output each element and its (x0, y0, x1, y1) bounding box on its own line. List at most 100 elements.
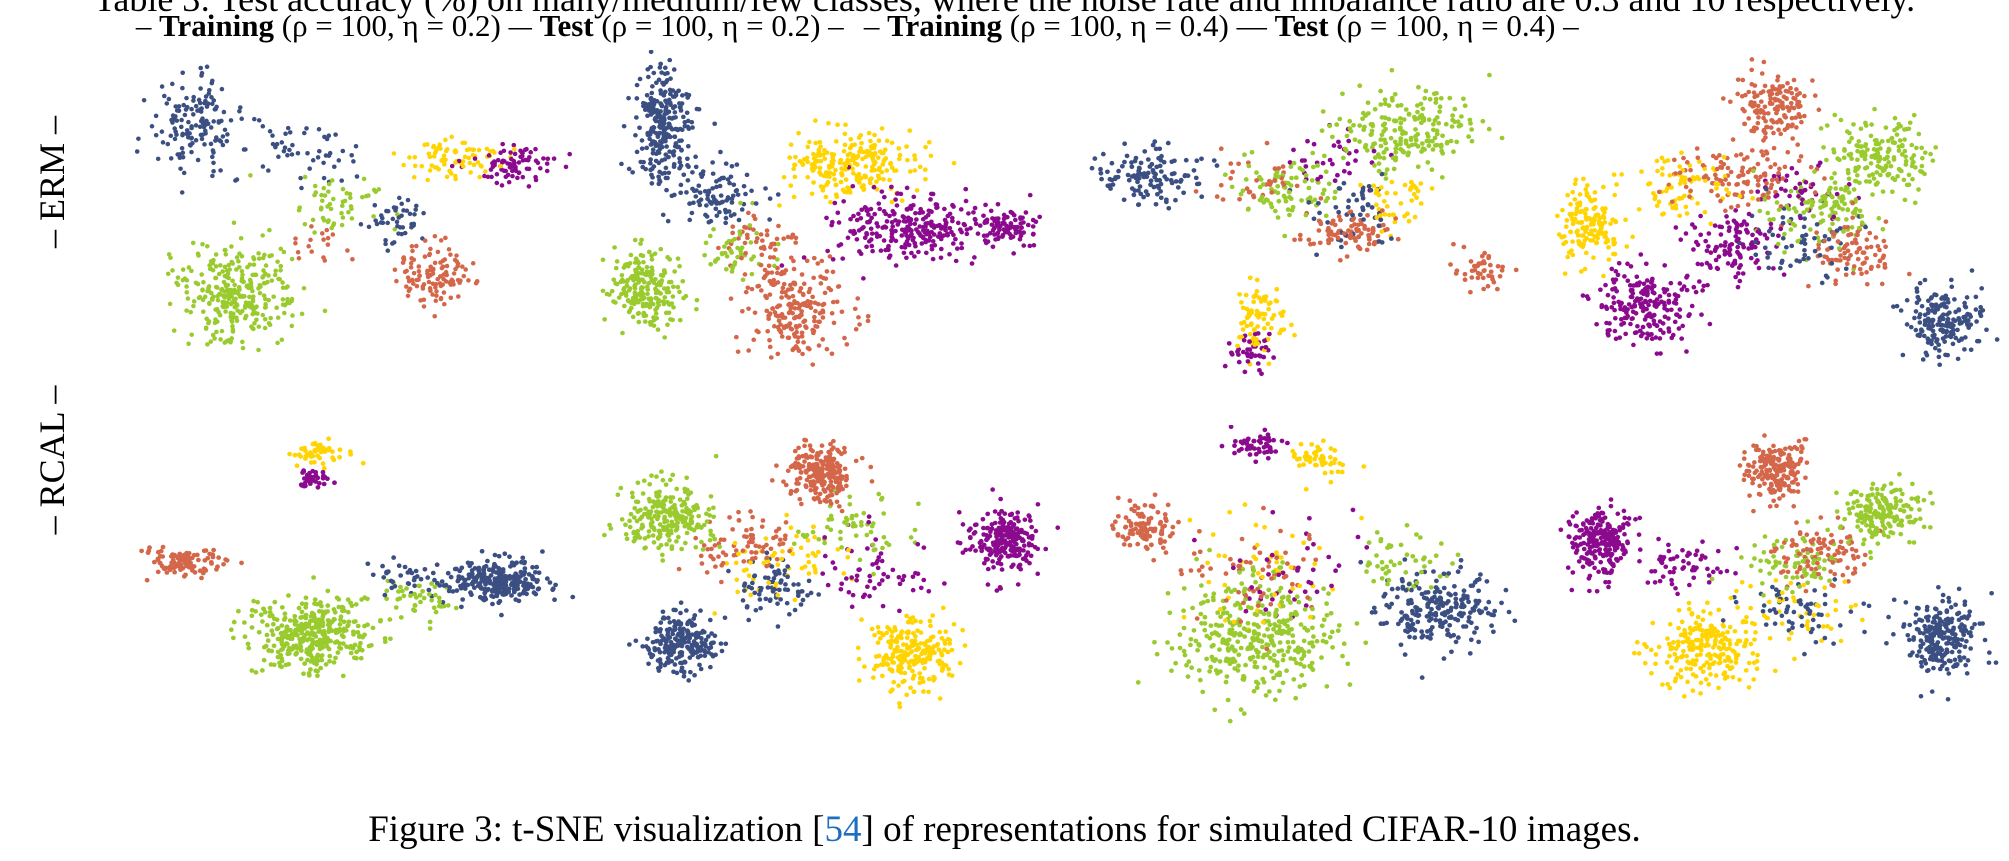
scatter-point-purple (1609, 266, 1615, 272)
scatter-point-purple (1733, 274, 1738, 280)
scatter-point-purple (1658, 327, 1663, 333)
scatter-point-green (1876, 141, 1882, 147)
scatter-point-navy (183, 107, 189, 112)
scatter-point-purple (1697, 279, 1702, 284)
scatter-point-purple (947, 225, 953, 231)
scatter-point-purple (934, 205, 940, 210)
scatter-point-green (1774, 200, 1780, 205)
scatter-point-purple (918, 206, 924, 212)
scatter-point-yellow (863, 164, 869, 169)
scatter-point-green (1426, 143, 1432, 148)
scatter-point-purple (1009, 210, 1015, 216)
scatter-point-orange (322, 258, 328, 263)
scatter-point-green (320, 198, 325, 203)
scatter-point-orange (1218, 182, 1224, 188)
scatter-point-orange (820, 315, 826, 320)
scatter-point-navy (644, 92, 650, 98)
scatter-point-green (694, 306, 699, 312)
scatter-point-green (1398, 125, 1403, 131)
scatter-point-yellow (441, 153, 447, 158)
scatter-point-navy (159, 84, 165, 89)
scatter-point-purple (1716, 254, 1722, 259)
scatter-point-navy (168, 133, 174, 139)
scatter-point-orange (1790, 136, 1796, 141)
scatter-point-green (312, 230, 317, 235)
scatter-point-yellow (1602, 210, 1607, 215)
scatter-point-green (234, 318, 240, 323)
scatter-point-navy (522, 566, 528, 571)
scatter-point-green (1433, 100, 1439, 105)
scatter-point-purple (908, 206, 914, 211)
scatter-point-orange (1236, 161, 1242, 167)
scatter-point-purple (1668, 280, 1674, 286)
scatter-point-navy (677, 101, 682, 106)
scatter-point-orange (309, 224, 314, 229)
scatter-point-yellow (1255, 310, 1261, 315)
scatter-point-navy (656, 77, 662, 83)
scatter-point-purple (878, 248, 884, 253)
scatter-point-orange (293, 236, 298, 241)
scatter-point-navy (666, 121, 672, 127)
scatter-point-navy (1150, 142, 1156, 148)
scatter-point-navy (270, 141, 276, 147)
scatter-point-yellow (401, 162, 407, 168)
scatter-point-purple (538, 166, 543, 171)
scatter-point-yellow (1737, 193, 1743, 199)
scatter-point-green (1434, 131, 1440, 137)
scatter-point-green (1439, 175, 1445, 180)
scatter-point-navy (394, 219, 400, 225)
scatter-point-green (1424, 138, 1430, 144)
scatter-point-green (1391, 166, 1397, 172)
scatter-point-purple (950, 241, 956, 246)
scatter-point-orange (1343, 240, 1349, 246)
scatter-point-green (285, 284, 290, 289)
scatter-point-orange (1768, 185, 1774, 191)
scatter-point-navy (349, 152, 354, 158)
scatter-point-navy (1214, 163, 1220, 168)
scatter-point-yellow (843, 177, 849, 182)
scatter-point-orange (1778, 204, 1784, 209)
scatter-point-yellow (453, 160, 458, 165)
scatter-point-orange (756, 283, 762, 289)
scatter-point-navy (1969, 268, 1975, 273)
scatter-point-yellow (1414, 195, 1419, 201)
scatter-point-navy (651, 164, 657, 169)
scatter-point-purple (1001, 221, 1006, 226)
scatter-point-green (1833, 186, 1839, 191)
scatter-point-green (1856, 225, 1862, 231)
scatter-point-yellow (1722, 174, 1728, 179)
scatter-point-green (732, 260, 738, 265)
scatter-point-orange (1877, 247, 1882, 253)
scatter-point-yellow (1391, 212, 1397, 218)
scatter-point-orange (1774, 177, 1780, 182)
scatter-point-orange (1883, 219, 1889, 224)
scatter-point-navy (274, 141, 280, 147)
scatter-point-navy (295, 151, 301, 156)
scatter-point-purple (1631, 342, 1636, 348)
scatter-point-yellow (1240, 305, 1246, 311)
scatter-point-orange (1375, 233, 1381, 239)
scatter-point-orange (751, 227, 756, 232)
scatter-point-green (189, 268, 194, 274)
scatter-point-navy (1822, 233, 1828, 239)
scatter-point-purple (972, 255, 977, 260)
scatter-point-yellow (1588, 217, 1593, 222)
scatter-point-navy (180, 85, 185, 91)
scatter-point-navy (684, 110, 690, 115)
scatter-point-orange (1214, 194, 1220, 199)
scatter-point-green (289, 323, 295, 329)
scatter-point-orange (350, 257, 355, 262)
scatter-point-navy (1365, 202, 1371, 207)
scatter-point-navy (721, 175, 726, 181)
scatter-point-orange (1822, 254, 1828, 259)
scatter-point-green (1765, 210, 1771, 216)
scatter-point-orange (1782, 114, 1788, 119)
scatter-point-purple (1345, 161, 1351, 166)
scatter-point-green (1868, 161, 1874, 166)
scatter-point-yellow (1713, 181, 1719, 186)
scatter-point-green (1323, 213, 1329, 219)
scatter-point-green (658, 291, 663, 296)
scatter-point-yellow (460, 159, 466, 164)
scatter-point-yellow (1578, 209, 1583, 215)
scatter-point-purple (877, 206, 883, 212)
